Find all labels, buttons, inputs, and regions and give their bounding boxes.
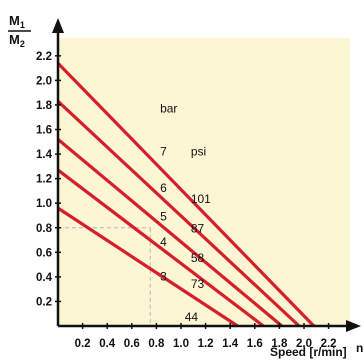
y-axis-label: M1 M2 <box>8 13 31 49</box>
y-label-numerator-sub: 1 <box>20 20 25 30</box>
series-lines <box>56 62 315 328</box>
y-tick-label: 0.2 <box>36 296 52 308</box>
y-tick-label: 2.0 <box>36 75 52 87</box>
x-tick-label: 2.2 <box>321 338 337 350</box>
y-tick-label: 0.4 <box>36 272 53 284</box>
y-tick-label: 0.6 <box>36 247 52 259</box>
x-tick-label: 0.6 <box>124 338 140 350</box>
y-tick-label: 1.8 <box>36 100 53 112</box>
y-tick-label: 2.2 <box>36 51 52 63</box>
x-tick-label: 1.2 <box>198 338 214 350</box>
y-tick-label: 1.4 <box>36 149 53 161</box>
series-line-7-bar <box>56 62 315 328</box>
y-label-denominator: M <box>9 32 20 47</box>
unit-header-psi: psi <box>191 144 206 158</box>
x-axis-label-fragment: n <box>356 341 363 355</box>
series-line-6-bar <box>56 100 301 328</box>
x-tick-label: 1.4 <box>222 338 239 350</box>
reference-lines <box>58 227 151 326</box>
y-tick-label: 1.6 <box>36 125 52 137</box>
series-line-3-bar <box>57 206 239 328</box>
x-axis-arrow <box>346 320 361 332</box>
y-tick-label: 1.0 <box>36 198 52 210</box>
x-axis-label: Speed [r/min] <box>270 345 347 359</box>
unit-header-bar: bar <box>160 101 177 115</box>
x-tick-label: 2.0 <box>296 338 312 350</box>
series-psi-label: 44 <box>185 310 199 324</box>
y-axis-arrow <box>52 18 64 33</box>
series-bar-label: 6 <box>160 181 167 195</box>
series-line-5-bar <box>56 138 283 328</box>
series-psi-label: 73 <box>191 277 205 291</box>
svg-text:M2: M2 <box>9 32 25 49</box>
y-tick-label: 0.8 <box>36 223 53 235</box>
x-tick-label: 1.6 <box>247 338 263 350</box>
x-tick-label: 1.8 <box>271 338 288 350</box>
x-tick-label: 0.2 <box>75 338 91 350</box>
series-psi-label: 87 <box>191 222 205 236</box>
series-bar-label: 5 <box>160 209 167 223</box>
x-tick-label: 0.4 <box>99 338 116 350</box>
x-tick-label: 1.0 <box>173 338 189 350</box>
series-bar-label: 3 <box>160 270 167 284</box>
series-line-4-bar <box>57 168 265 328</box>
series-bar-label: 7 <box>160 144 167 158</box>
series-psi-label: 101 <box>191 192 211 206</box>
y-tick-label: 1.2 <box>36 174 52 186</box>
y-label-numerator: M <box>9 13 20 28</box>
series-bar-label: 4 <box>160 235 167 249</box>
ticks: 0.2 0.4 0.6 0.8 1.0 1.2 1.4 1.6 1.8 2.0 2.2 0.2 0.4 0… <box>36 51 337 350</box>
svg-text:M1: M1 <box>9 13 25 30</box>
x-tick-label: 0.8 <box>148 338 165 350</box>
y-label-denominator-sub: 2 <box>20 39 25 49</box>
series-psi-label: 58 <box>191 251 205 265</box>
